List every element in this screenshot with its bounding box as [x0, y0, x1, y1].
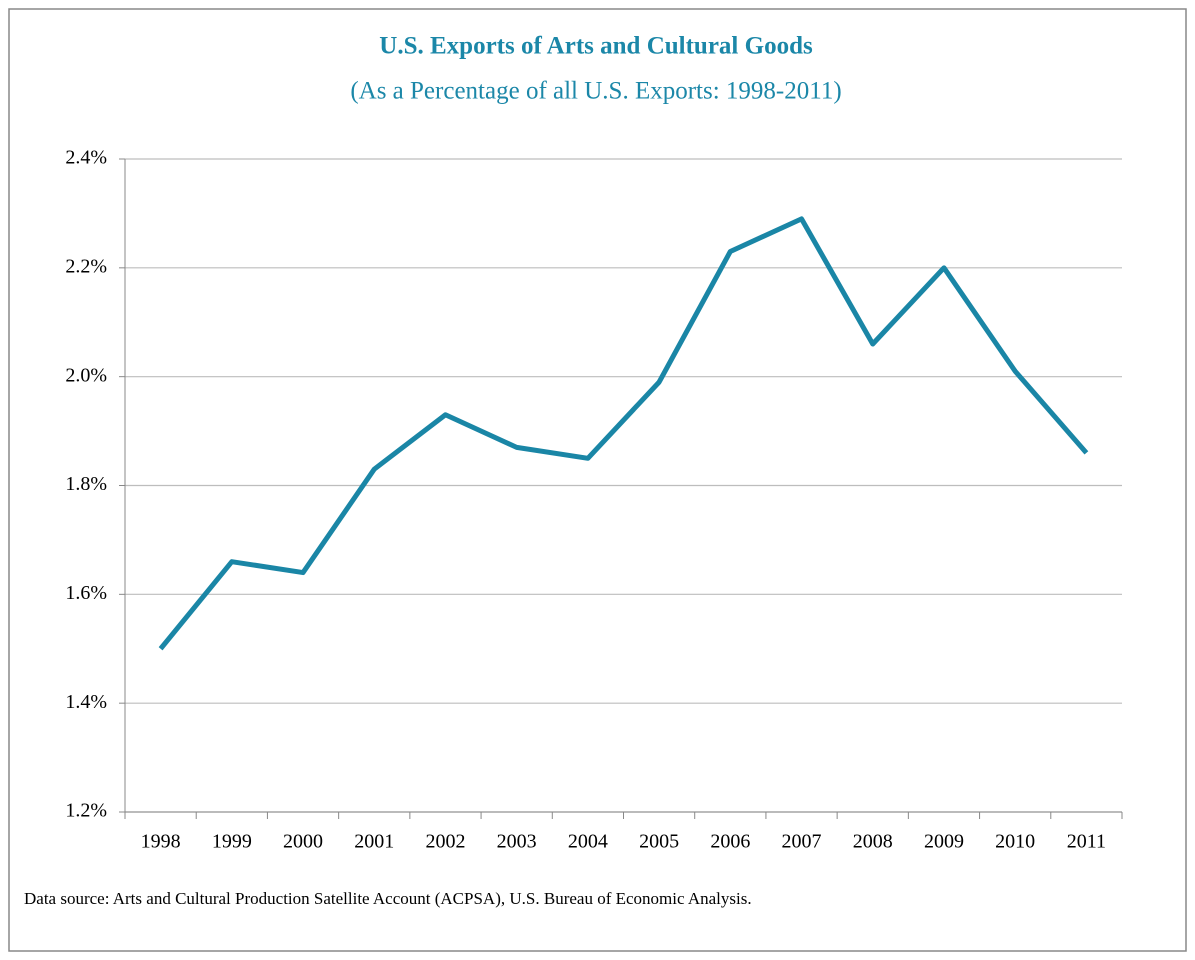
x-tick-label: 2009: [924, 831, 964, 853]
y-tick-label: 1.2%: [65, 800, 107, 822]
chart-title: U.S. Exports of Arts and Cultural Goods: [379, 33, 813, 60]
x-tick-label: 2000: [283, 831, 323, 853]
x-tick-label: 2008: [853, 831, 893, 853]
x-tick-label: 2006: [710, 831, 750, 853]
x-tick-label: 2007: [782, 831, 822, 853]
y-tick-label: 2.4%: [65, 147, 107, 169]
x-tick-label: 2010: [995, 831, 1035, 853]
x-tick-label: 1999: [212, 831, 252, 853]
chart-subtitle: (As a Percentage of all U.S. Exports: 19…: [350, 78, 841, 105]
x-tick-label: 2011: [1067, 831, 1106, 853]
y-tick-label: 2.0%: [65, 364, 107, 386]
y-tick-label: 1.6%: [65, 582, 107, 604]
y-tick-label: 1.4%: [65, 691, 107, 713]
data-line: [158, 216, 1089, 651]
x-tick-label: 2002: [425, 831, 465, 853]
x-tick-label: 2004: [568, 831, 608, 853]
source-note: Data source: Arts and Cultural Productio…: [24, 889, 752, 908]
x-tick-label: 2003: [497, 831, 537, 853]
y-tick-label: 1.8%: [65, 473, 107, 495]
y-tick-label: 2.2%: [65, 255, 107, 277]
x-tick-label: 2001: [354, 831, 394, 853]
x-tick-label: 2005: [639, 831, 679, 853]
x-tick-label: 1998: [141, 831, 181, 853]
frame: [8, 8, 1187, 952]
